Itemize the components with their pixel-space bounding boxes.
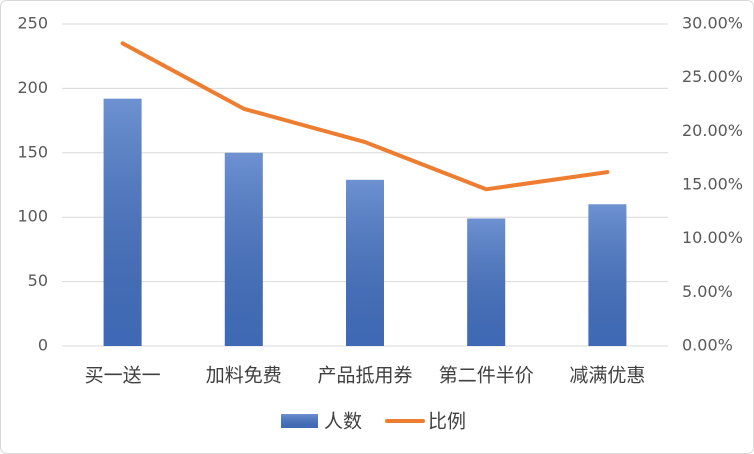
y-tick-label: 150 — [17, 142, 48, 161]
line — [120, 41, 610, 192]
y2-tick-label: 10.00% — [682, 228, 743, 247]
x-tick-label: 第二件半价 — [439, 365, 534, 387]
x-tick-label: 产品抵用券 — [317, 365, 412, 387]
y2-tick-label: 20.00% — [682, 121, 743, 140]
y-tick-label: 200 — [17, 78, 48, 97]
y2-tick-label: 30.00% — [682, 14, 743, 33]
legend-label: 比例 — [428, 411, 466, 433]
bar-shade — [103, 98, 142, 346]
x-tick-label: 买一送一 — [85, 365, 161, 387]
y-tick-label: 0 — [38, 336, 48, 355]
legend-label: 人数 — [324, 411, 362, 433]
y2-tick-label: 25.00% — [682, 67, 743, 86]
y-tick-label: 250 — [17, 14, 48, 33]
bar-shade — [467, 218, 506, 346]
y-tick-label: 50 — [28, 271, 48, 290]
y2-tick-label: 15.00% — [682, 175, 743, 194]
bar-shade — [588, 204, 627, 346]
y2-tick-label: 5.00% — [682, 282, 733, 301]
bar-shade — [346, 179, 384, 346]
x-tick-label: 减满优惠 — [569, 365, 645, 387]
y2-tick-label: 0.00% — [682, 336, 733, 355]
bar-shade — [224, 152, 263, 346]
y-tick-label: 100 — [17, 207, 48, 226]
legend-swatch-shade — [281, 414, 318, 428]
x-tick-label: 加料免费 — [206, 365, 282, 387]
